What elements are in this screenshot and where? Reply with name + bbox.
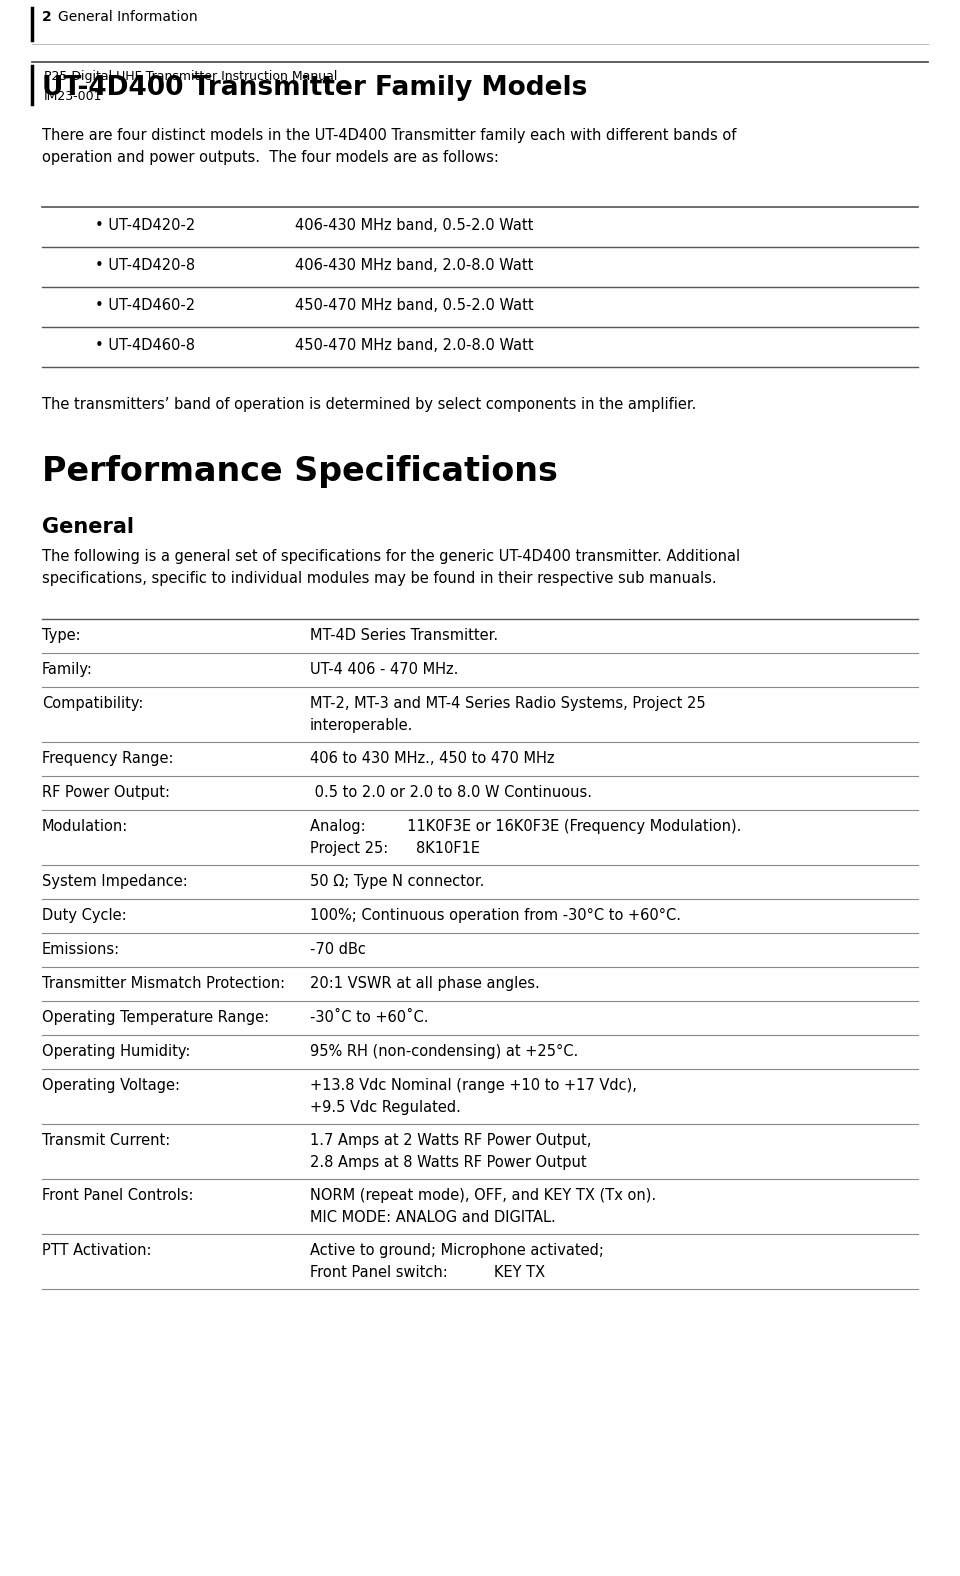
Text: Compatibility:: Compatibility: bbox=[42, 697, 143, 711]
Text: UT-4D400 Transmitter Family Models: UT-4D400 Transmitter Family Models bbox=[42, 76, 588, 101]
Text: -70 dBc: -70 dBc bbox=[310, 942, 366, 957]
Text: Emissions:: Emissions: bbox=[42, 942, 120, 957]
Text: -30˚C to +60˚C.: -30˚C to +60˚C. bbox=[310, 1010, 428, 1024]
Text: • UT-4D420-8: • UT-4D420-8 bbox=[95, 258, 195, 273]
Text: Type:: Type: bbox=[42, 627, 81, 643]
Text: MT-2, MT-3 and MT-4 Series Radio Systems, Project 25
interoperable.: MT-2, MT-3 and MT-4 Series Radio Systems… bbox=[310, 697, 706, 733]
Text: PTT Activation:: PTT Activation: bbox=[42, 1243, 152, 1258]
Text: Analog:         11K0F3E or 16K0F3E (Frequency Modulation).
Project 25:      8K10: Analog: 11K0F3E or 16K0F3E (Frequency Mo… bbox=[310, 820, 741, 856]
Text: 450-470 MHz band, 2.0-8.0 Watt: 450-470 MHz band, 2.0-8.0 Watt bbox=[295, 337, 534, 353]
Text: 50 Ω; Type N connector.: 50 Ω; Type N connector. bbox=[310, 875, 485, 889]
Text: • UT-4D460-2: • UT-4D460-2 bbox=[95, 298, 195, 314]
Text: 406-430 MHz band, 0.5-2.0 Watt: 406-430 MHz band, 0.5-2.0 Watt bbox=[295, 217, 534, 233]
Text: Duty Cycle:: Duty Cycle: bbox=[42, 908, 127, 924]
Text: Front Panel Controls:: Front Panel Controls: bbox=[42, 1188, 194, 1202]
Text: 450-470 MHz band, 0.5-2.0 Watt: 450-470 MHz band, 0.5-2.0 Watt bbox=[295, 298, 534, 314]
Text: There are four distinct models in the UT-4D400 Transmitter family each with diff: There are four distinct models in the UT… bbox=[42, 128, 736, 164]
Text: Operating Temperature Range:: Operating Temperature Range: bbox=[42, 1010, 269, 1024]
Text: Transmitter Mismatch Protection:: Transmitter Mismatch Protection: bbox=[42, 976, 285, 991]
Text: Transmit Current:: Transmit Current: bbox=[42, 1133, 170, 1147]
Text: 20:1 VSWR at all phase angles.: 20:1 VSWR at all phase angles. bbox=[310, 976, 540, 991]
Text: 406-430 MHz band, 2.0-8.0 Watt: 406-430 MHz band, 2.0-8.0 Watt bbox=[295, 258, 534, 273]
Text: General: General bbox=[42, 517, 134, 537]
Text: +13.8 Vdc Nominal (range +10 to +17 Vdc),
+9.5 Vdc Regulated.: +13.8 Vdc Nominal (range +10 to +17 Vdc)… bbox=[310, 1078, 636, 1114]
Text: Frequency Range:: Frequency Range: bbox=[42, 752, 174, 766]
Text: P25 Digital UHF Transmitter Instruction Manual: P25 Digital UHF Transmitter Instruction … bbox=[44, 69, 337, 84]
Text: Family:: Family: bbox=[42, 662, 93, 678]
Text: MT-4D Series Transmitter.: MT-4D Series Transmitter. bbox=[310, 627, 498, 643]
Text: UT-4 406 - 470 MHz.: UT-4 406 - 470 MHz. bbox=[310, 662, 458, 678]
Text: General Information: General Information bbox=[58, 9, 198, 24]
Text: 100%; Continuous operation from -30°C to +60°C.: 100%; Continuous operation from -30°C to… bbox=[310, 908, 681, 924]
Text: • UT-4D420-2: • UT-4D420-2 bbox=[95, 217, 195, 233]
Text: Operating Voltage:: Operating Voltage: bbox=[42, 1078, 180, 1094]
Text: RF Power Output:: RF Power Output: bbox=[42, 785, 170, 801]
Text: IM23-001: IM23-001 bbox=[44, 90, 103, 102]
Text: Operating Humidity:: Operating Humidity: bbox=[42, 1043, 190, 1059]
Text: Performance Specifications: Performance Specifications bbox=[42, 455, 558, 489]
Text: 1.7 Amps at 2 Watts RF Power Output,
2.8 Amps at 8 Watts RF Power Output: 1.7 Amps at 2 Watts RF Power Output, 2.8… bbox=[310, 1133, 591, 1169]
Text: NORM (repeat mode), OFF, and KEY TX (Tx on).
MIC MODE: ANALOG and DIGITAL.: NORM (repeat mode), OFF, and KEY TX (Tx … bbox=[310, 1188, 656, 1225]
Text: • UT-4D460-8: • UT-4D460-8 bbox=[95, 337, 195, 353]
Text: System Impedance:: System Impedance: bbox=[42, 875, 188, 889]
Text: The transmitters’ band of operation is determined by select components in the am: The transmitters’ band of operation is d… bbox=[42, 397, 696, 411]
Text: The following is a general set of specifications for the generic UT-4D400 transm: The following is a general set of specif… bbox=[42, 548, 740, 586]
Text: Active to ground; Microphone activated;
Front Panel switch:          KEY TX: Active to ground; Microphone activated; … bbox=[310, 1243, 604, 1280]
Text: 2: 2 bbox=[42, 9, 52, 24]
Text: 0.5 to 2.0 or 2.0 to 8.0 W Continuous.: 0.5 to 2.0 or 2.0 to 8.0 W Continuous. bbox=[310, 785, 592, 801]
Text: 95% RH (non-condensing) at +25°C.: 95% RH (non-condensing) at +25°C. bbox=[310, 1043, 578, 1059]
Text: Modulation:: Modulation: bbox=[42, 820, 129, 834]
Text: 406 to 430 MHz., 450 to 470 MHz: 406 to 430 MHz., 450 to 470 MHz bbox=[310, 752, 555, 766]
